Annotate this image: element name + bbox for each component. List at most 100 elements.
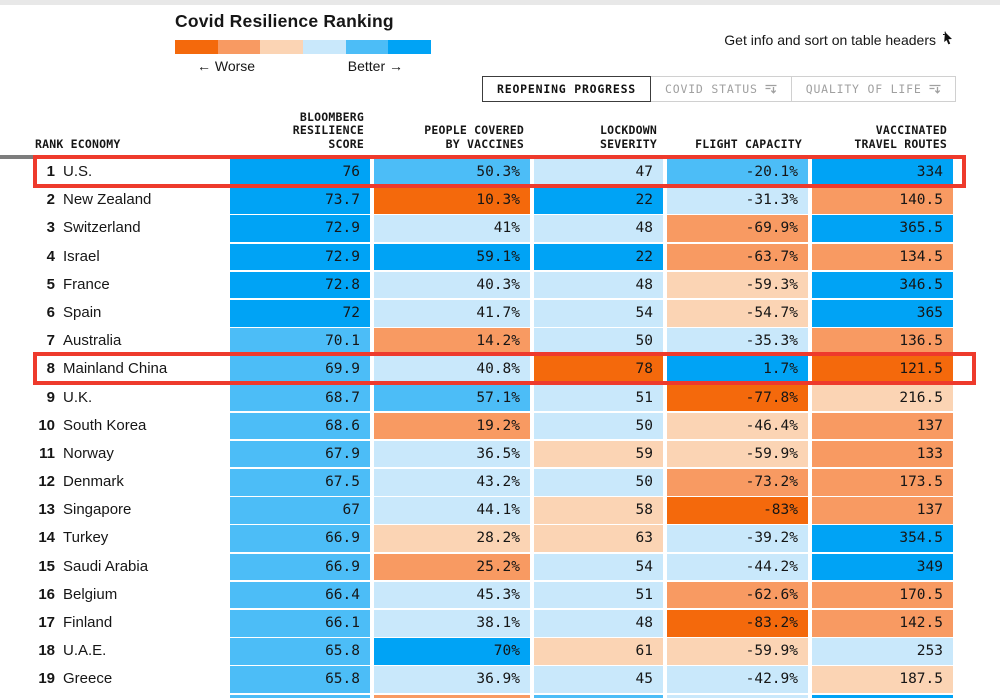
flight-cell: -69.9% xyxy=(667,215,808,242)
score-cell: 67.5 xyxy=(230,469,370,496)
lockdown-cell: 50 xyxy=(534,469,663,496)
vaccines-cell: 28.2% xyxy=(374,525,530,553)
table-row: 15 Saudi Arabia 66.9 25.2% 54 -44.2% 349 xyxy=(0,553,1000,581)
score-cell: 72.9 xyxy=(230,243,370,271)
routes-cell: 121.5 xyxy=(812,356,953,383)
vaccines-cell: 25.2% xyxy=(374,553,530,581)
col-header-vaccinated-routes[interactable]: VACCINATED TRAVEL ROUTES xyxy=(854,123,947,151)
table-row: 12 Denmark 67.5 43.2% 50 -73.2% 173.5 xyxy=(0,469,1000,496)
lockdown-cell: 22 xyxy=(534,187,663,214)
vaccines-cell: 36.5% xyxy=(374,440,530,468)
table-row: 11 Norway 67.9 36.5% 59 -59.9% 133 xyxy=(0,440,1000,468)
lockdown-cell: 48 xyxy=(534,215,663,242)
vaccines-cell: 14.2% xyxy=(374,328,530,355)
routes-cell: 346.5 xyxy=(812,271,953,299)
tab-reopening-progress[interactable]: REOPENING PROGRESS xyxy=(482,76,652,102)
score-cell: 72 xyxy=(230,299,370,327)
lockdown-cell: 48 xyxy=(534,610,663,637)
lockdown-cell: 47 xyxy=(534,159,663,186)
rank-value: 14 xyxy=(38,529,55,547)
economy-name: New Zealand xyxy=(63,191,152,209)
legend-swatch xyxy=(388,40,432,54)
sort-filter-icon xyxy=(929,84,941,94)
economy-name: Greece xyxy=(63,670,113,688)
economy-name: Finland xyxy=(63,614,113,631)
rank-value: 7 xyxy=(46,332,55,350)
table-row: 1 U.S. 76 50.3% 47 -20.1% 334 xyxy=(0,159,1000,186)
score-cell: 68.6 xyxy=(230,412,370,440)
vaccines-cell: 10.3% xyxy=(374,187,530,214)
tab-label: QUALITY OF LIFE xyxy=(805,82,922,96)
flight-cell: -31.3% xyxy=(667,187,808,214)
routes-cell: 173.5 xyxy=(812,469,953,496)
color-scale-legend xyxy=(175,40,432,54)
table-row: 5 France 72.8 40.3% 48 -59.3% 346.5 xyxy=(0,271,1000,299)
rank-value: 5 xyxy=(46,275,55,293)
sort-filter-icon xyxy=(765,84,777,94)
lockdown-cell: 61 xyxy=(534,638,663,665)
table-row: 9 U.K. 68.7 57.1% 51 -77.8% 216.5 xyxy=(0,384,1000,412)
rank-value: 2 xyxy=(46,191,55,209)
rank-value: 15 xyxy=(38,557,55,575)
vaccines-cell: 41% xyxy=(374,215,530,242)
flight-cell: -62.6% xyxy=(667,581,808,609)
rank-value: 1 xyxy=(46,163,55,180)
lockdown-cell: 50 xyxy=(534,412,663,440)
rank-value: 6 xyxy=(46,303,55,321)
routes-cell: 365.5 xyxy=(812,215,953,242)
score-cell: 66.9 xyxy=(230,553,370,581)
legend-swatch xyxy=(345,40,389,54)
vaccines-cell: 57.1% xyxy=(374,384,530,412)
routes-cell: 142.5 xyxy=(812,610,953,637)
rank-value: 10 xyxy=(38,416,55,434)
economy-name: Switzerland xyxy=(63,219,141,237)
table-row: 16 Belgium 66.4 45.3% 51 -62.6% 170.5 xyxy=(0,581,1000,609)
routes-cell: 253 xyxy=(812,638,953,665)
col-header-resilience-score[interactable]: BLOOMBERG RESILIENCE SCORE xyxy=(292,109,364,151)
flight-cell: -59.3% xyxy=(667,271,808,299)
tab-covid-status[interactable]: COVID STATUS xyxy=(651,76,792,102)
lockdown-cell: 59 xyxy=(534,440,663,468)
routes-cell: 136.5 xyxy=(812,328,953,355)
routes-cell: 170.5 xyxy=(812,581,953,609)
vaccines-cell: 40.8% xyxy=(374,356,530,383)
lockdown-cell xyxy=(534,694,663,698)
table-row: 6 Spain 72 41.7% 54 -54.7% 365 xyxy=(0,299,1000,327)
tab-quality-of-life[interactable]: QUALITY OF LIFE xyxy=(791,76,956,102)
vaccines-cell: 59.1% xyxy=(374,243,530,271)
score-cell: 66.9 xyxy=(230,525,370,553)
tab-label: COVID STATUS xyxy=(665,82,758,96)
economy-name: Saudi Arabia xyxy=(63,557,149,575)
table-row-partial xyxy=(0,694,1000,698)
tab-label: REOPENING PROGRESS xyxy=(497,82,637,96)
routes-cell: 133 xyxy=(812,440,953,468)
routes-cell: 187.5 xyxy=(812,666,953,693)
routes-cell: 216.5 xyxy=(812,384,953,412)
rank-value: 4 xyxy=(46,247,55,265)
col-header-rank-economy[interactable]: RANK ECONOMY xyxy=(35,136,121,151)
legend-better-label: Better → xyxy=(347,58,403,74)
flight-cell: -20.1% xyxy=(667,159,808,186)
economy-name: Denmark xyxy=(63,473,124,491)
col-header-lockdown-severity[interactable]: LOCKDOWN SEVERITY xyxy=(600,123,657,151)
col-header-people-covered[interactable]: PEOPLE COVERED BY VACCINES xyxy=(424,123,524,151)
routes-cell: 349 xyxy=(812,553,953,581)
vaccines-cell: 50.3% xyxy=(374,159,530,186)
table-view-tabs: REOPENING PROGRESS COVID STATUS QUALITY OF… xyxy=(482,76,956,102)
routes-cell: 365 xyxy=(812,299,953,327)
flight-cell: -54.7% xyxy=(667,299,808,327)
economy-name: Belgium xyxy=(63,585,118,603)
flight-cell: -83% xyxy=(667,497,808,524)
economy-name: Turkey xyxy=(63,529,109,547)
routes-cell: 137 xyxy=(812,497,953,524)
rank-value xyxy=(0,695,55,698)
table-body: 1 U.S. 76 50.3% 47 -20.1% 334 2 New Zealand 73.7 1… xyxy=(0,159,1000,698)
legend-swatch xyxy=(260,40,304,54)
vaccines-cell: 41.7% xyxy=(374,299,530,327)
flight-cell: -73.2% xyxy=(667,469,808,496)
lockdown-cell: 48 xyxy=(534,271,663,299)
score-cell: 67 xyxy=(230,497,370,524)
col-header-flight-capacity[interactable]: FLIGHT CAPACITY xyxy=(695,136,802,151)
rank-column-marker xyxy=(0,155,57,159)
